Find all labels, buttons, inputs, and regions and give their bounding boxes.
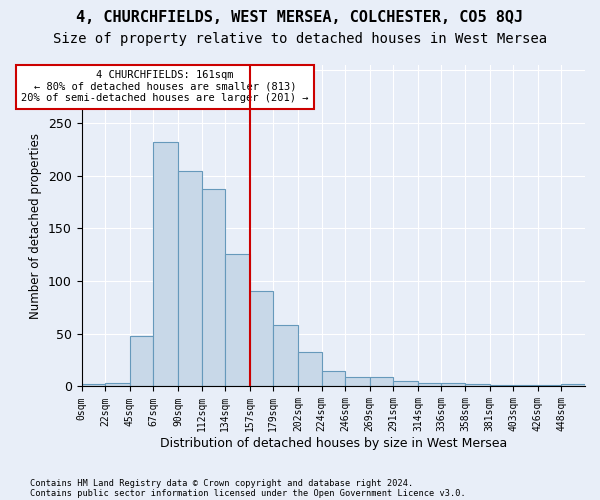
Bar	[130, 336, 154, 386]
Bar	[298, 352, 322, 386]
Bar	[82, 384, 105, 386]
Bar	[202, 190, 225, 386]
Text: Contains HM Land Registry data © Crown copyright and database right 2024.: Contains HM Land Registry data © Crown c…	[30, 478, 413, 488]
Bar	[250, 290, 274, 386]
Bar	[370, 377, 393, 386]
Text: Size of property relative to detached houses in West Mersea: Size of property relative to detached ho…	[53, 32, 547, 46]
Bar	[345, 377, 370, 386]
Bar	[442, 384, 465, 386]
Bar	[465, 384, 490, 386]
Text: 4, CHURCHFIELDS, WEST MERSEA, COLCHESTER, CO5 8QJ: 4, CHURCHFIELDS, WEST MERSEA, COLCHESTER…	[76, 10, 524, 25]
X-axis label: Distribution of detached houses by size in West Mersea: Distribution of detached houses by size …	[160, 437, 507, 450]
Bar	[274, 326, 298, 386]
Y-axis label: Number of detached properties: Number of detached properties	[29, 132, 43, 318]
Bar	[154, 142, 178, 386]
Bar	[225, 254, 250, 386]
Text: 4 CHURCHFIELDS: 161sqm
← 80% of detached houses are smaller (813)
20% of semi-de: 4 CHURCHFIELDS: 161sqm ← 80% of detached…	[22, 70, 309, 104]
Bar	[322, 370, 345, 386]
Bar	[178, 172, 202, 386]
Text: Contains public sector information licensed under the Open Government Licence v3: Contains public sector information licen…	[30, 488, 466, 498]
Bar	[562, 384, 585, 386]
Bar	[105, 384, 130, 386]
Bar	[393, 381, 418, 386]
Bar	[418, 384, 442, 386]
